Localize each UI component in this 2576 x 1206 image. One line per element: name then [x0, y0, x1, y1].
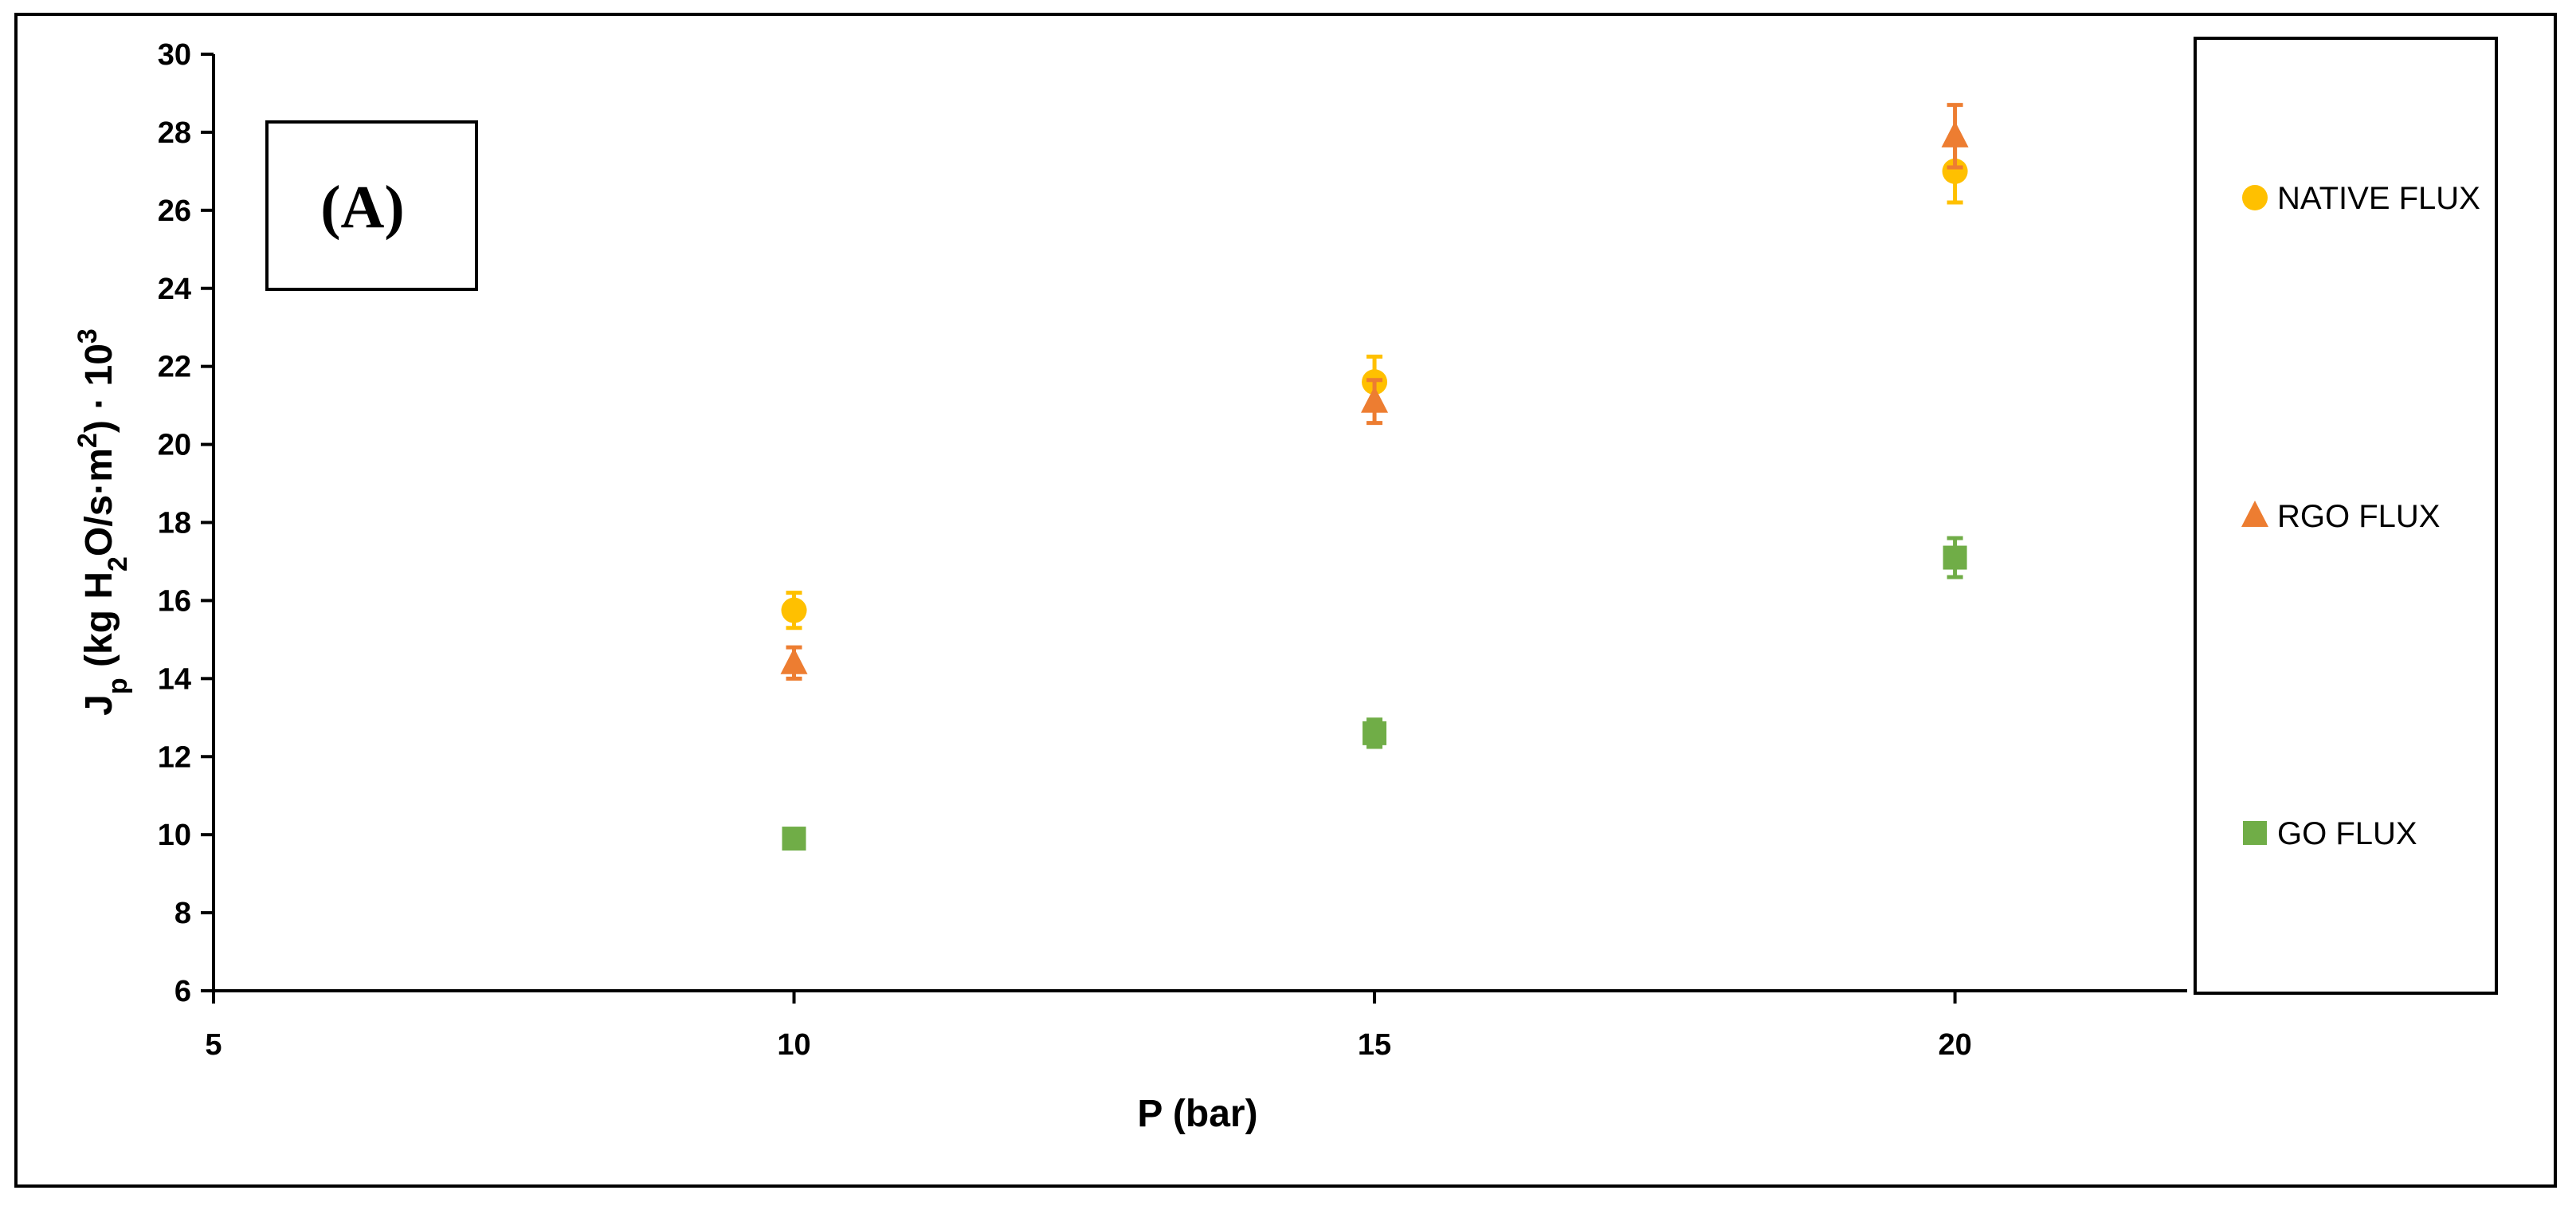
- y-tick-label: 18: [158, 507, 191, 540]
- data-point: [1943, 545, 1967, 570]
- x-tick-label: 5: [205, 1028, 222, 1062]
- legend-label: GO FLUX: [2277, 816, 2417, 851]
- legend-item: RGO FLUX: [2241, 499, 2440, 534]
- y-tick-label: 28: [158, 116, 191, 150]
- legend-items: NATIVE FLUX RGO FLUX GO FLUX: [2241, 181, 2480, 851]
- y-tick-label: 24: [158, 273, 191, 306]
- data-point: [1361, 386, 1389, 413]
- plot-area: [780, 103, 1969, 851]
- y-tick-label: 26: [158, 194, 191, 228]
- legend-marker: [2242, 185, 2268, 210]
- legend-marker: [2243, 821, 2267, 845]
- x-axis-title: P (bar): [1137, 1093, 1257, 1135]
- y-tick-label: 12: [158, 740, 191, 774]
- legend-label: NATIVE FLUX: [2277, 181, 2480, 216]
- legend-item: GO FLUX: [2243, 816, 2417, 851]
- x-tick-label: 15: [1358, 1028, 1391, 1062]
- data-point: [781, 597, 807, 623]
- data-point: [1942, 158, 1968, 184]
- data-point: [1362, 721, 1387, 745]
- data-point: [1941, 120, 1969, 147]
- y-tick-label: 10: [158, 819, 191, 852]
- legend-marker: [2241, 501, 2268, 527]
- legend-label: RGO FLUX: [2277, 499, 2440, 534]
- chart-frame: [14, 13, 2557, 1188]
- y-tick-label: 8: [174, 897, 191, 930]
- y-tick-label: 20: [158, 429, 191, 462]
- legend-item: NATIVE FLUX: [2242, 181, 2480, 216]
- data-point: [780, 647, 808, 674]
- y-axis-ticks: 6 8 10 12 14 16 18 20 22 24 26 28 30: [158, 38, 214, 1008]
- panel-label: (A): [320, 174, 405, 241]
- y-tick-label: 16: [158, 584, 191, 618]
- x-axis-ticks: 5 10 15 20: [205, 991, 1972, 1062]
- data-point: [782, 827, 806, 851]
- series-triangle: [780, 103, 1969, 681]
- legend: NATIVE FLUX RGO FLUX GO FLUX: [2194, 37, 2498, 995]
- x-tick-label: 20: [1938, 1028, 1971, 1062]
- series-square: [782, 536, 1967, 851]
- y-tick-label: 22: [158, 351, 191, 384]
- y-tick-label: 30: [158, 38, 191, 72]
- y-tick-label: 14: [158, 662, 191, 696]
- y-axis-title: Jp (kg H2O/s·m2) · 103: [73, 328, 133, 716]
- panel-label-box: (A): [265, 120, 478, 291]
- y-tick-label: 6: [174, 975, 191, 1008]
- x-tick-label: 10: [777, 1028, 810, 1062]
